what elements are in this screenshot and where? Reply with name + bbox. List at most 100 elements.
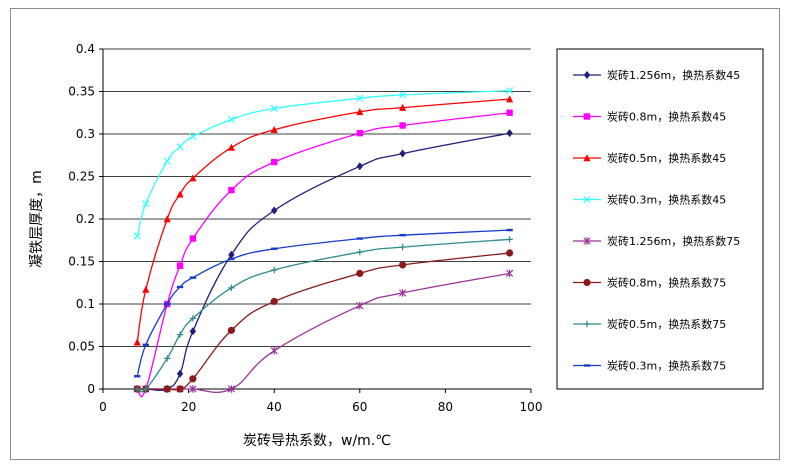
data-point [134, 375, 141, 378]
data-point [399, 122, 406, 129]
y-tick-label: 0.35 [68, 85, 95, 99]
data-point [176, 385, 184, 393]
data-point [505, 87, 514, 95]
legend-marker [583, 364, 591, 367]
data-point [356, 301, 364, 310]
data-point [142, 285, 150, 293]
data-point [189, 315, 197, 322]
series-3 [133, 95, 514, 346]
x-tick-label: 0 [99, 400, 107, 414]
y-tick-label: 0.3 [76, 127, 95, 141]
data-point [189, 174, 197, 182]
series-line [136, 112, 510, 398]
y-tick-label: 0.25 [68, 170, 95, 184]
data-point [189, 276, 197, 279]
data-point [270, 104, 278, 113]
data-point [271, 158, 278, 166]
y-tick-label: 0.05 [68, 340, 95, 354]
chart-frame: 0 20 40 60 80 100 0 0.05 0.1 0.15 0.2 0.25 0.3 0.35 0… [10, 8, 780, 460]
data-point [176, 143, 184, 151]
legend-label: 炭砖0.5m，换热系数45 [607, 151, 726, 165]
series-layer [133, 87, 514, 398]
legend-label: 炭砖0.3m，换热系数75 [607, 359, 726, 373]
data-point [356, 162, 363, 171]
data-point [227, 115, 236, 124]
series-4 [133, 87, 514, 240]
data-point [270, 297, 278, 306]
series-line [137, 252, 510, 391]
y-tick-labels: 0 0.05 0.1 0.15 0.2 0.25 0.3 0.35 0.4 [68, 42, 95, 396]
legend-item: 炭砖0.8m，换热系数45 [573, 110, 726, 124]
data-point [506, 249, 514, 257]
y-axis-title: 凝铁层厚度，m [29, 170, 45, 268]
legend-marker [583, 237, 591, 245]
legend-marker [583, 195, 591, 204]
data-point [164, 302, 171, 306]
data-point [176, 369, 184, 378]
y-tick-label: 0.4 [76, 42, 95, 56]
data-point [399, 233, 406, 237]
series-8 [134, 228, 513, 378]
data-point [356, 108, 364, 116]
y-tick-label: 0.1 [76, 297, 95, 311]
legend-marker [583, 113, 591, 120]
legend-label: 炭砖0.8m，换热系数75 [607, 276, 726, 290]
data-point [228, 257, 235, 261]
data-point [356, 269, 364, 277]
data-point [189, 375, 197, 383]
legend-label: 炭砖0.3m，换热系数45 [607, 193, 726, 207]
data-point [356, 248, 363, 256]
data-point [163, 215, 171, 223]
data-point [505, 269, 514, 278]
data-point [227, 143, 235, 151]
data-point [189, 132, 197, 141]
data-point [227, 326, 235, 334]
legend-marker [583, 154, 591, 162]
legend-label: 炭砖1.256m，换热系数45 [607, 68, 740, 82]
legend-item: 炭砖0.3m，换热系数75 [573, 359, 726, 373]
data-point [506, 129, 513, 138]
legend-label: 炭砖0.5m，换热系数75 [607, 317, 726, 331]
x-tick-label: 100 [520, 400, 543, 414]
data-point [399, 103, 407, 111]
legend-label: 炭砖1.256m，换热系数75 [607, 234, 740, 248]
y-tick-label: 0 [87, 382, 95, 396]
x-tick-label: 80 [438, 400, 453, 414]
data-point [176, 331, 184, 338]
y-tick-label: 0.15 [68, 255, 95, 269]
series-line [136, 238, 510, 393]
data-point [133, 232, 141, 240]
legend-label: 炭砖0.8m，换热系数45 [607, 110, 726, 124]
data-point [271, 266, 278, 274]
data-point [176, 262, 184, 269]
series-7 [134, 236, 513, 393]
data-point [506, 109, 513, 116]
data-point [506, 228, 513, 232]
data-point [271, 206, 278, 215]
data-point [176, 190, 184, 198]
legend-item: 炭砖1.256m，换热系数45 [573, 68, 740, 82]
data-point [356, 94, 364, 102]
x-tick-labels: 0 20 40 60 80 100 [99, 400, 542, 414]
series-line [136, 229, 510, 377]
data-point [228, 186, 235, 194]
data-point [356, 129, 363, 137]
legend-marker [583, 320, 591, 328]
legend-box [556, 48, 764, 390]
y-tick-label: 0.2 [76, 212, 95, 226]
data-point [142, 343, 149, 346]
data-point [176, 285, 184, 289]
x-tick-label: 60 [352, 400, 367, 414]
data-point [142, 200, 150, 208]
data-point [189, 385, 197, 393]
data-point [163, 385, 171, 393]
x-axis-title: 炭砖导热系数，w/m.℃ [243, 433, 391, 449]
data-point [228, 250, 235, 259]
chart-canvas: 0 20 40 60 80 100 00.050.10.150.20.250.30.350… [29, 42, 764, 449]
legend-item: 炭砖0.8m，换热系数75 [573, 276, 726, 290]
series-6 [133, 249, 514, 393]
data-point [227, 385, 236, 393]
legend-item: 炭砖0.3m，换热系数45 [573, 193, 726, 207]
legend-marker [583, 71, 591, 79]
legend-marker [583, 278, 591, 287]
